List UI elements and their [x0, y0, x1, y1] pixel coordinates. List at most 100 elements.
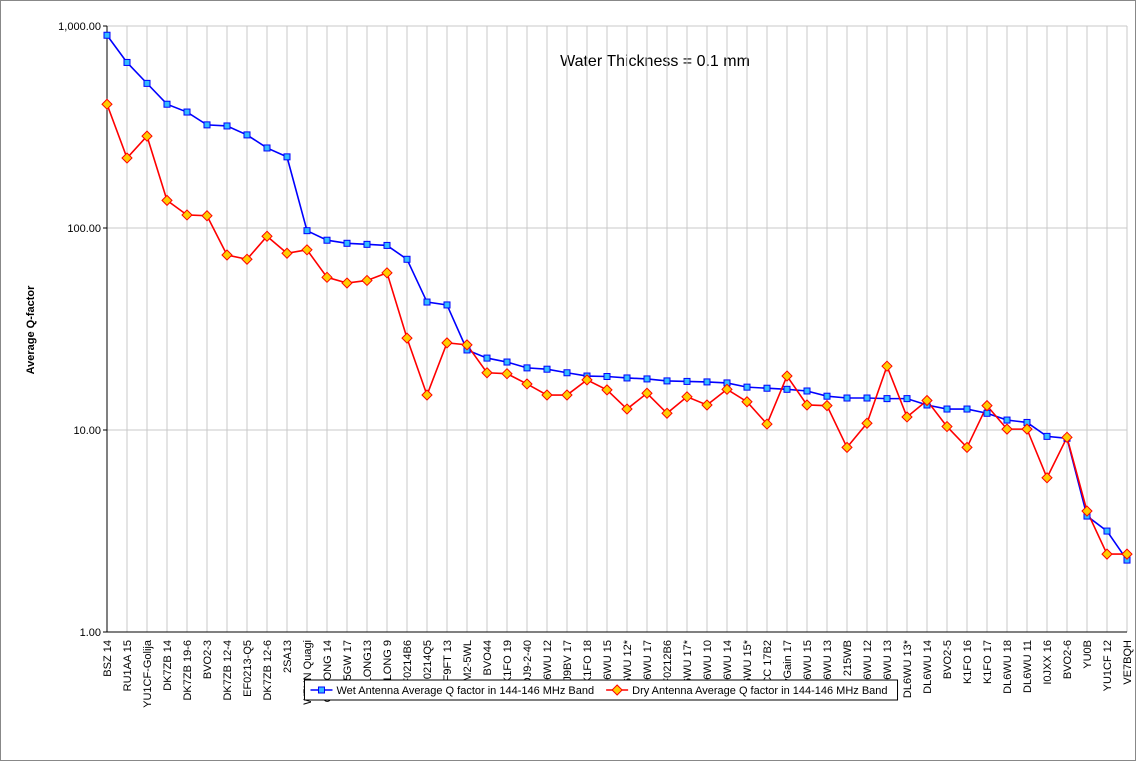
- data-point: [1003, 416, 1011, 424]
- data-point: [163, 100, 171, 108]
- x-tick-label: K1FO 16: [962, 640, 974, 684]
- data-point: [1041, 472, 1053, 484]
- data-point: [741, 396, 753, 408]
- data-point: [383, 241, 391, 249]
- data-point: [1103, 527, 1111, 535]
- data-point: [663, 377, 671, 385]
- data-point: [381, 267, 393, 279]
- data-point: [863, 394, 871, 402]
- x-tick-label: DJ9-2-40: [522, 640, 534, 685]
- data-point: [323, 236, 331, 244]
- data-point: [421, 389, 433, 401]
- x-tick-label: EF0213-Q5: [242, 640, 254, 697]
- x-tick-label: RU1AA 15: [122, 640, 134, 691]
- data-point: [503, 358, 511, 366]
- data-point: [661, 407, 673, 419]
- legend-marker: [317, 686, 325, 694]
- data-point: [283, 153, 291, 161]
- data-point: [521, 378, 533, 390]
- data-point: [403, 255, 411, 263]
- x-tick-label: DK7ZB 19-6: [182, 640, 194, 701]
- data-point: [1061, 431, 1073, 444]
- data-point: [901, 411, 913, 423]
- x-tick-label: BVO2-3: [202, 640, 214, 679]
- annotation: Water Thickness = 0.1 mm: [560, 53, 750, 70]
- data-point: [783, 385, 791, 393]
- x-tick-label: DK7ZB 12-4: [222, 640, 234, 701]
- x-tick-label: HyGain 17: [782, 640, 794, 692]
- data-point: [301, 244, 313, 256]
- x-tick-label: BVO44: [482, 640, 494, 675]
- x-tick-label: YU1CF-Golija: [142, 639, 154, 708]
- x-tick-label: EF0214B6: [402, 640, 414, 692]
- data-point: [461, 339, 473, 351]
- data-point: [183, 108, 191, 116]
- data-line: [106, 34, 1128, 561]
- data-point: [281, 247, 293, 259]
- x-tick-label: K1FO 17: [982, 640, 994, 684]
- x-tick-label: DL6WU 11: [1022, 640, 1034, 693]
- data-point: [441, 337, 453, 349]
- data-point: [241, 253, 253, 265]
- data-point: [943, 405, 951, 413]
- data-point: [743, 383, 751, 391]
- data-point: [623, 374, 631, 382]
- data-point: [601, 384, 613, 396]
- data-point: [1081, 505, 1093, 517]
- y-tick-label: 10.00: [73, 425, 101, 437]
- x-tick-label: M2-5WL: [462, 640, 474, 682]
- data-point: [803, 387, 811, 395]
- data-point: [781, 370, 793, 382]
- legend: Wet Antenna Average Q factor in 144-146 …: [303, 679, 899, 701]
- data-point: [823, 392, 831, 400]
- data-point: [101, 98, 113, 110]
- y-axis-title: Average Q-factor: [25, 285, 37, 375]
- data-point: [761, 418, 773, 430]
- data-point: [701, 399, 713, 411]
- x-tick-label: DK7ZB 12-6: [262, 640, 274, 701]
- data-point: [563, 369, 571, 377]
- data-point: [501, 367, 513, 380]
- x-tick-label: DK7ZB 14: [162, 640, 174, 691]
- data-point: [103, 31, 111, 39]
- data-point: [961, 441, 973, 454]
- data-point: [801, 399, 813, 411]
- y-tick-label: 1.00: [80, 627, 101, 639]
- data-point: [321, 271, 333, 284]
- x-tick-label: BSZ 14: [102, 640, 114, 677]
- x-tick-label: DL6WU 14: [922, 640, 934, 694]
- data-point: [161, 194, 173, 207]
- data-point: [861, 417, 873, 429]
- data-point: [523, 364, 531, 372]
- legend-marker: [611, 684, 623, 696]
- legend-label: Dry Antenna Average Q factor in 144-146 …: [632, 685, 887, 697]
- data-point: [243, 131, 251, 139]
- data-point: [903, 395, 911, 403]
- data-point: [401, 332, 413, 344]
- x-tick-label: BVO2-6: [1062, 640, 1074, 679]
- data-point: [541, 389, 553, 401]
- data-point: [921, 394, 933, 407]
- x-tick-label: DJ9BV 17: [562, 640, 574, 690]
- data-point: [981, 399, 993, 412]
- data-point: [1101, 548, 1113, 560]
- data-point: [1043, 432, 1051, 440]
- data-point: [1021, 423, 1033, 435]
- data-point: [881, 360, 893, 372]
- data-point: [303, 227, 311, 235]
- data-point: [181, 209, 193, 221]
- data-point: [343, 239, 351, 247]
- data-line: [106, 103, 1127, 555]
- x-tick-label: CC 17B2: [762, 640, 774, 685]
- data-point: [843, 394, 851, 402]
- data-point: [581, 374, 593, 386]
- data-point: [203, 121, 211, 129]
- data-point: [263, 144, 271, 152]
- data-point: [641, 387, 653, 399]
- x-tick-label: YU0B: [1082, 640, 1094, 669]
- data-point: [621, 403, 633, 415]
- data-point: [561, 389, 573, 401]
- data-point: [483, 354, 491, 362]
